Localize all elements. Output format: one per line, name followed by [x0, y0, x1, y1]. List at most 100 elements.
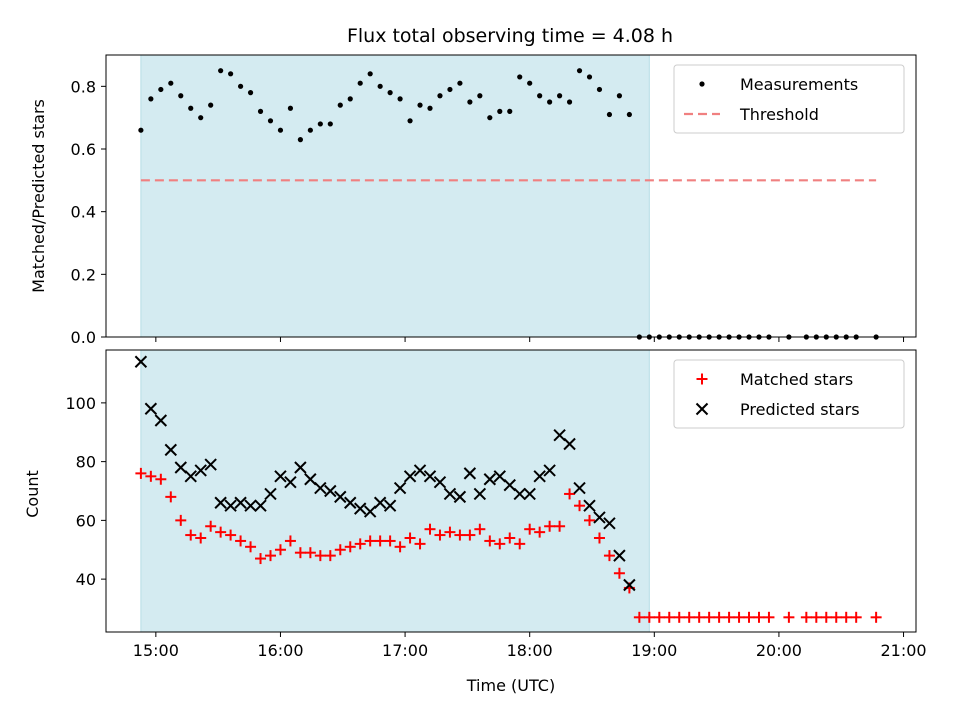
data-point — [524, 523, 536, 535]
data-point — [403, 470, 417, 483]
data-point — [553, 428, 566, 442]
top-legend: Measurements Threshold — [673, 64, 905, 134]
data-point — [244, 499, 257, 512]
data-point — [574, 500, 586, 512]
data-point — [287, 105, 294, 111]
data-point — [693, 611, 705, 623]
data-point — [264, 487, 277, 501]
data-point — [753, 611, 765, 623]
data-point — [393, 481, 407, 495]
data-point — [337, 102, 343, 108]
data-point — [583, 499, 596, 512]
bot-legend-entry: Matched stars — [696, 370, 853, 389]
data-point — [603, 550, 615, 562]
bot-ytick-label: 40 — [76, 570, 96, 589]
data-point — [870, 611, 882, 623]
data-point — [733, 611, 745, 623]
data-point — [327, 121, 333, 127]
bot-xtick-label: 19:00 — [631, 641, 677, 660]
data-point — [384, 535, 396, 547]
data-point — [247, 90, 254, 96]
data-point — [294, 461, 307, 474]
data-point — [473, 487, 487, 501]
data-point — [205, 520, 217, 532]
data-point — [543, 464, 556, 477]
data-point — [334, 544, 346, 556]
data-point — [494, 538, 506, 550]
bot-xtick-label: 15:00 — [133, 641, 179, 660]
data-point — [135, 467, 147, 479]
data-point — [554, 520, 566, 532]
top-x-ticks — [155, 337, 905, 342]
data-point — [317, 121, 323, 127]
data-point — [743, 611, 755, 623]
bottom-panel: 40 60 80 100 15:00 16:00 17:00 18:00 19:00 20:00… — [23, 349, 927, 695]
bottom-legend: Matched stars Predicted stars — [673, 359, 905, 429]
data-point — [464, 529, 476, 541]
data-point — [606, 111, 613, 118]
data-point — [830, 611, 842, 623]
data-point — [397, 96, 403, 102]
data-point — [245, 541, 257, 553]
data-point — [453, 490, 467, 504]
data-point — [154, 414, 168, 427]
data-point — [255, 553, 267, 565]
bot-xtick-label: 20:00 — [756, 641, 802, 660]
data-point — [178, 93, 184, 99]
data-point — [623, 578, 636, 592]
data-point — [586, 74, 593, 80]
data-point — [294, 547, 306, 559]
data-point — [563, 437, 576, 451]
data-point — [254, 499, 267, 512]
top-legend-entry: Measurements — [699, 75, 858, 94]
data-point — [437, 93, 443, 99]
data-point — [377, 83, 383, 89]
data-point — [257, 108, 264, 114]
data-point — [214, 496, 227, 509]
data-point — [175, 514, 187, 526]
data-point — [840, 611, 852, 623]
data-point — [304, 473, 317, 486]
data-point — [613, 567, 625, 579]
top-ytick-label: 0.0 — [71, 328, 96, 347]
legend-marker-swatch — [699, 81, 705, 87]
data-point — [277, 127, 284, 133]
bot-xtick-label: 17:00 — [382, 641, 428, 660]
data-point — [447, 86, 453, 93]
data-point — [228, 71, 234, 77]
data-point — [603, 517, 616, 530]
data-point — [284, 535, 296, 547]
data-point — [195, 532, 207, 544]
legend-label: Measurements — [740, 75, 858, 94]
data-point — [164, 443, 178, 457]
data-point — [168, 80, 174, 86]
data-point — [477, 93, 483, 99]
bottom-series-layer — [134, 355, 882, 623]
data-point — [457, 80, 463, 86]
data-point — [174, 461, 187, 474]
data-point — [513, 487, 526, 501]
data-point — [850, 611, 862, 623]
data-point — [613, 549, 626, 562]
data-point — [314, 550, 326, 562]
data-point — [237, 83, 244, 89]
data-point — [354, 538, 366, 550]
data-point — [314, 481, 327, 495]
bottom-axes-frame — [105, 349, 917, 633]
data-point — [533, 470, 546, 483]
data-point — [683, 611, 695, 623]
data-point — [364, 535, 376, 547]
data-point — [224, 499, 237, 512]
legend-marker-swatch — [695, 402, 709, 416]
data-point — [723, 611, 735, 623]
data-point — [454, 529, 466, 541]
data-point — [165, 491, 177, 503]
data-point — [414, 538, 426, 550]
data-point — [194, 464, 207, 477]
data-point — [185, 529, 197, 541]
data-point — [584, 514, 596, 526]
bot-series-0 — [135, 467, 882, 623]
data-point — [484, 535, 496, 547]
data-point — [407, 118, 413, 124]
legend-marker-swatch — [696, 373, 708, 385]
